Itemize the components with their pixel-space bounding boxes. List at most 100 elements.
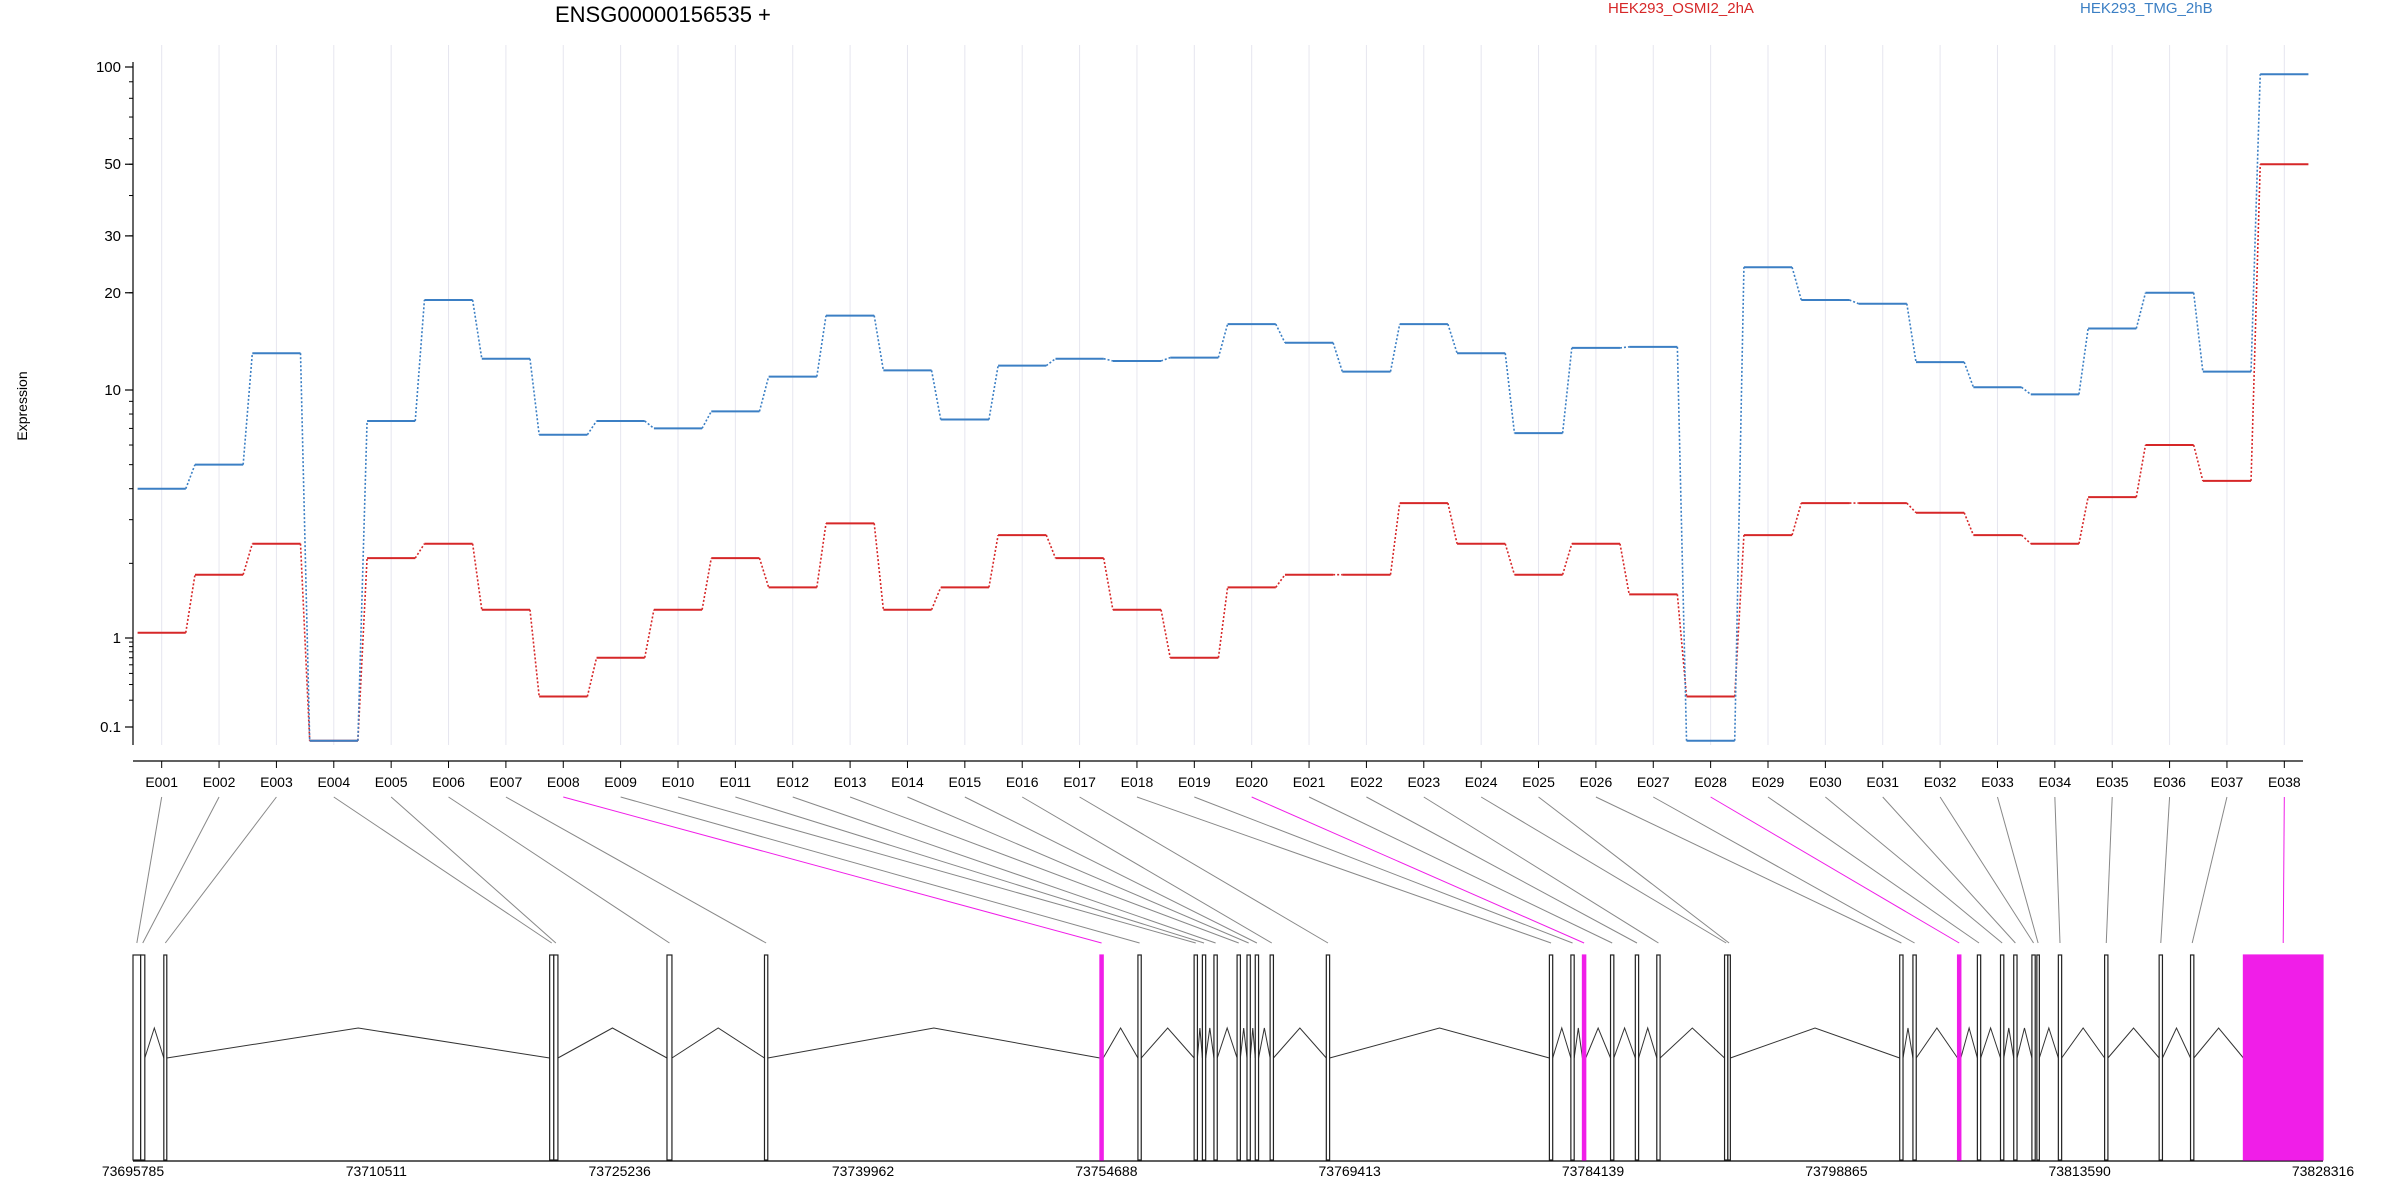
intron-line [1140,1027,1195,1059]
legend-entry-tmg: HEK293_TMG_2hB [2080,0,2213,17]
exon [1201,954,1207,1161]
series-transition [414,299,426,422]
exon [553,954,559,1161]
x-tick-label: E014 [891,774,924,790]
chart-title: ENSG00000156535 + [555,2,771,27]
series-transition [1389,502,1401,575]
x-tick-label: E012 [776,774,809,790]
x-tick-label: E020 [1235,774,1268,790]
exon [2189,954,2195,1161]
genomic-tick-label: 73754688 [1075,1163,1138,1179]
series-transition [1275,323,1286,344]
intron-line [1196,1027,1203,1059]
genomic-tick-label: 73784139 [1562,1163,1625,1179]
exon-connector [1194,796,1573,944]
series-transition [1217,587,1229,658]
exon-connector [1079,796,1329,944]
series-transition [1619,543,1630,595]
intron-line [1205,1027,1215,1059]
series-transition [2192,444,2204,482]
x-tick-label: E036 [2153,774,2186,790]
series-transition [873,315,885,371]
series-transition [1389,323,1401,372]
x-tick-label: E021 [1293,774,1326,790]
genomic-tick-label: 73695785 [102,1163,165,1179]
series-transition [643,609,655,658]
intron-line [1659,1027,1725,1059]
series-transition [816,523,827,588]
exon [549,954,555,1161]
x-tick-label: E019 [1178,774,1211,790]
exon-connector [1308,796,1613,944]
exon [1213,954,1218,1161]
exon [2031,954,2036,1161]
x-tick-label: E037 [2211,774,2244,790]
exon [132,954,142,1161]
series-transition [2078,496,2089,544]
intron-line [1915,1027,1958,1059]
x-tick-label: E004 [317,774,350,790]
intron-line [1258,1027,1271,1059]
series-transition [1906,303,1917,363]
exon-connector [1653,796,1915,944]
x-tick-label: E027 [1637,774,1670,790]
series-transition [988,365,999,420]
exon-connector [2054,796,2061,944]
intron-line [1273,1027,1327,1059]
intron-line [671,1027,765,1059]
exon [2104,954,2109,1161]
exon-connector [505,796,767,944]
series-transition [1275,574,1286,588]
series-transition [1676,594,1688,697]
exon-connector [735,796,1205,944]
series-transition [1045,534,1057,559]
intron-line [1102,1027,1139,1059]
y-tick-label: 1 [113,630,121,647]
series-transition [701,410,712,429]
exon-highlight [1956,954,1962,1161]
exon-connector [136,796,163,944]
exon-connector [1423,796,1659,944]
exon [163,954,168,1161]
y-tick-label: 0.1 [100,719,121,736]
x-tick-label: E001 [145,774,178,790]
intron-line [1329,1027,1550,1059]
exon-connector [1595,796,1902,944]
intron-line [1960,1026,1978,1059]
x-tick-label: E034 [2038,774,2071,790]
series-transition [1619,346,1630,349]
series-transition [1561,347,1573,434]
exon-highlight [2242,954,2324,1161]
genomic-tick-label: 73725236 [589,1163,652,1179]
series-transition [357,558,368,741]
exon-connector [333,796,553,944]
exon [1912,954,1917,1161]
exon-connector [448,796,670,944]
exon [1269,954,1275,1161]
series-transition [1102,557,1114,610]
y-tick-label: 100 [96,59,121,76]
series-transition [1791,266,1803,301]
exon-connector [2282,796,2285,944]
x-tick-label: E016 [1006,774,1039,790]
series-transition [701,557,713,610]
exon-connector [1366,796,1638,944]
series-transition [299,353,311,741]
x-tick-label: E003 [260,774,293,790]
exon-connector [2105,796,2113,944]
x-tick-label: E031 [1866,774,1899,790]
series-transition [471,299,483,359]
intron-line [2107,1027,2160,1059]
x-tick-label: E032 [1924,774,1957,790]
series-transition [2135,292,2147,329]
exon-highlight [1099,954,1104,1161]
exon-connector [563,796,1102,944]
exon-connector [164,796,277,944]
x-tick-label: E006 [432,774,465,790]
x-tick-label: E025 [1522,774,1555,790]
series-transition [816,315,827,377]
exon [666,954,673,1161]
exon-highlight [1581,954,1587,1161]
intron-line [2193,1027,2244,1059]
series-transition [1045,358,1056,367]
